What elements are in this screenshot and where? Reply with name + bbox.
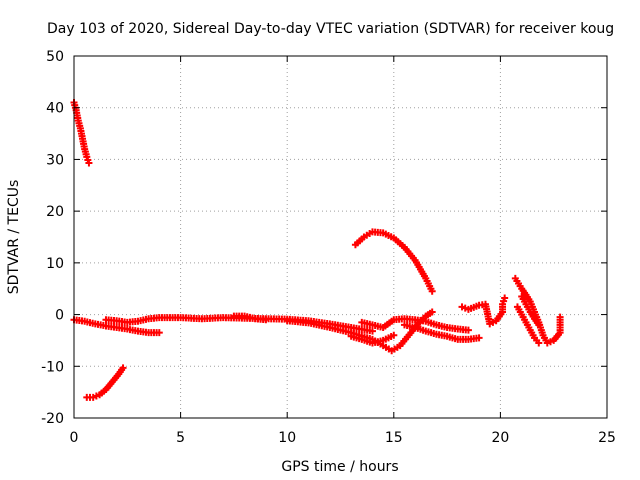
data-point-marker xyxy=(368,327,376,335)
data-point-marker xyxy=(556,313,564,321)
y-tick-label: -20 xyxy=(41,411,64,427)
data-point-marker xyxy=(464,326,472,334)
y-axis-label: SDTVAR / TECUs xyxy=(6,180,22,295)
data-point-marker xyxy=(428,308,436,316)
y-tick-label: 50 xyxy=(46,49,64,65)
y-tick-label: 10 xyxy=(46,256,64,272)
data-point-marker xyxy=(390,331,398,339)
y-tick-label: 20 xyxy=(46,204,64,220)
x-tick-label: 20 xyxy=(491,430,509,446)
x-tick-label: 10 xyxy=(278,430,296,446)
data-point-marker xyxy=(501,294,509,302)
data-point-marker xyxy=(119,364,127,372)
data-point-marker xyxy=(535,321,543,329)
x-tick-label: 5 xyxy=(176,430,185,446)
data-point-marker xyxy=(428,287,436,295)
data-point-marker xyxy=(535,339,543,347)
x-tick-label: 25 xyxy=(598,430,616,446)
data-point-marker xyxy=(85,159,93,167)
data-point-marker xyxy=(262,316,270,324)
y-tick-label: 40 xyxy=(46,101,64,117)
data-point-marker xyxy=(155,329,163,337)
y-tick-label: 0 xyxy=(55,308,64,324)
chart-title: Day 103 of 2020, Sidereal Day-to-day VTE… xyxy=(47,21,614,37)
data-point-marker xyxy=(475,334,483,342)
y-tick-label: -10 xyxy=(41,359,64,375)
x-tick-label: 15 xyxy=(385,430,403,446)
data-points-layer xyxy=(70,99,564,401)
y-tick-label: 30 xyxy=(46,152,64,168)
tick-layer: 0 5 10 15 20 25 -20 -10 0 10 20 30 40 50 xyxy=(41,49,616,446)
grid-layer xyxy=(74,56,607,418)
x-axis-label: GPS time / hours xyxy=(281,459,398,475)
plot-frame xyxy=(73,55,608,419)
x-tick-label: 0 xyxy=(70,430,79,446)
